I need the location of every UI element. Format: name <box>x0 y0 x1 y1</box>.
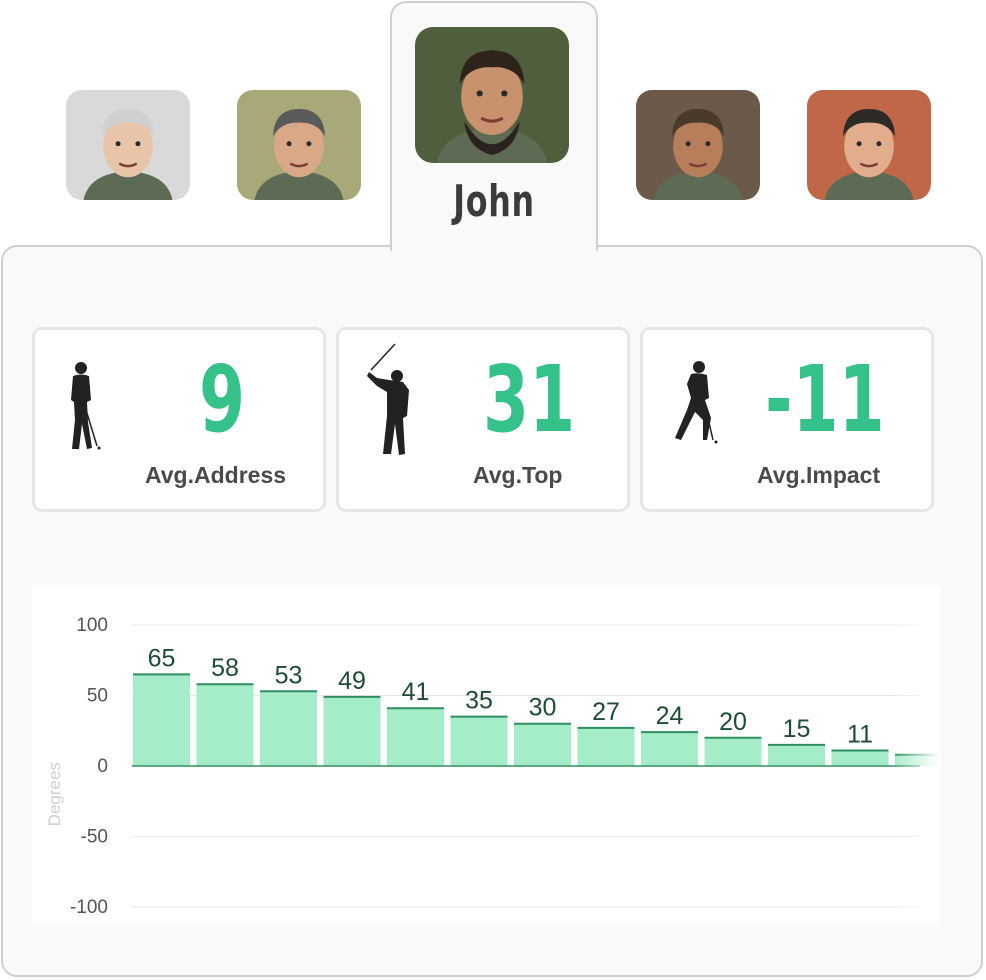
bar-value-label: 53 <box>275 661 303 689</box>
y-tick-label: -100 <box>70 897 108 918</box>
y-tick-label: 0 <box>97 756 108 777</box>
bar-value-label: 24 <box>656 702 684 730</box>
bar-value-label: 65 <box>148 644 176 672</box>
stat-label-address: Avg.Address <box>145 462 287 488</box>
stat-value-top: 31 <box>483 346 576 453</box>
y-tick-label: 100 <box>76 615 108 636</box>
chart-bar <box>704 737 762 766</box>
chart-bar <box>323 696 381 766</box>
bar-value-label: 58 <box>211 654 239 682</box>
portrait-image <box>415 27 569 163</box>
stat-value-impact: -11 <box>765 346 885 453</box>
player-avatar-5[interactable] <box>807 90 931 200</box>
chart-bar <box>768 744 825 766</box>
bar-value-label: 11 <box>847 720 873 748</box>
bar-value-label: 15 <box>783 715 811 743</box>
chart-bar <box>831 750 889 766</box>
player-avatar-3[interactable] <box>415 27 569 163</box>
golfer-address-icon <box>71 362 101 450</box>
player-avatar-1[interactable] <box>66 90 190 200</box>
player-avatar-2[interactable] <box>237 90 361 200</box>
golfer-impact-icon <box>675 361 718 444</box>
stat-card-top: 31 Avg.Top <box>336 327 630 512</box>
bar-value-label: 20 <box>719 708 747 736</box>
player-avatar-4[interactable] <box>636 90 760 200</box>
stat-label-top: Avg.Top <box>473 462 563 488</box>
y-tick-label: -50 <box>81 827 108 848</box>
selected-player-name: John <box>453 176 535 227</box>
bar-value-label: 27 <box>592 698 620 726</box>
chart-bar <box>514 723 571 766</box>
stat-card-address: 9 Avg.Address <box>32 327 326 512</box>
chart-bar <box>450 716 508 766</box>
portrait-image <box>237 90 361 200</box>
chart-bar <box>387 708 444 766</box>
portrait-image <box>66 90 190 200</box>
golfer-top-icon <box>367 343 409 455</box>
bar-value-label: 35 <box>465 687 493 715</box>
stat-value-address: 9 <box>199 346 246 453</box>
chart-bar <box>196 684 254 766</box>
chart-bar <box>641 732 698 766</box>
bar-value-label: 49 <box>338 667 366 695</box>
portrait-image <box>807 90 931 200</box>
chart-bar <box>260 691 317 766</box>
y-axis-label: Degrees <box>45 762 64 826</box>
chart-svg: 100 50 0 -50 -100 Degrees 65 58 53 49 41 35 30 27 24 20… <box>45 585 940 923</box>
chart-bar <box>577 727 635 766</box>
stat-card-impact: -11 Avg.Impact <box>640 327 934 512</box>
chart-bar <box>133 674 190 766</box>
portrait-image <box>636 90 760 200</box>
stat-label-impact: Avg.Impact <box>757 462 881 488</box>
y-tick-label: 50 <box>87 686 108 707</box>
chart-fade-edge <box>892 585 940 923</box>
degrees-bar-chart: 100 50 0 -50 -100 Degrees 65 58 53 49 41 35 30 27 24 20… <box>32 585 940 923</box>
bar-value-label: 41 <box>402 678 430 706</box>
bar-value-label: 30 <box>529 694 557 722</box>
